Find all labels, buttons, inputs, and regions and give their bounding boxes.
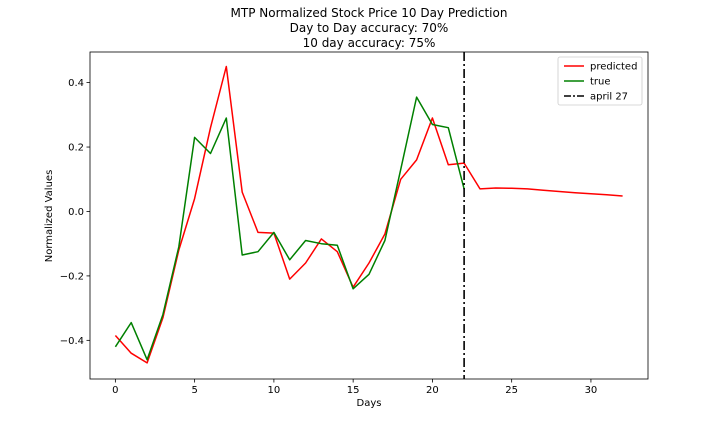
y-tick-label: 0.0 [68,207,84,218]
legend-label: predicted [590,62,637,73]
x-tick-label: 25 [505,385,518,396]
x-axis-label: Days [357,398,382,409]
series-line-predicted [114,65,623,364]
y-tick-label: 0.4 [68,78,84,89]
x-tick-label: 5 [191,385,197,396]
plot-area: 0 5 10 15 20 25 30 −0.4 −0.2 0.0 0.2 0.4 predicted tr… [60,51,649,396]
legend-label: true [590,77,611,88]
series-line-true [114,96,465,361]
y-tick-label: 0.2 [68,143,84,154]
chart-subtitle-line-1: Day to Day accuracy: 70% [290,21,449,35]
x-tick-label: 15 [347,385,360,396]
legend-box [557,56,643,106]
chart-title: MTP Normalized Stock Price 10 Day Predic… [231,6,508,20]
y-axis-label: Normalized Values [44,170,55,263]
x-tick-label: 20 [426,385,439,396]
y-tick-label: −0.2 [60,271,84,282]
legend-label: april 27 [590,92,628,103]
y-tick-label: −0.4 [60,336,84,347]
x-tick-label: 10 [268,385,281,396]
x-tick-label: 0 [112,385,118,396]
x-tick-label: 30 [585,385,598,396]
chart-subtitle-line-2: 10 day accuracy: 75% [303,36,436,50]
